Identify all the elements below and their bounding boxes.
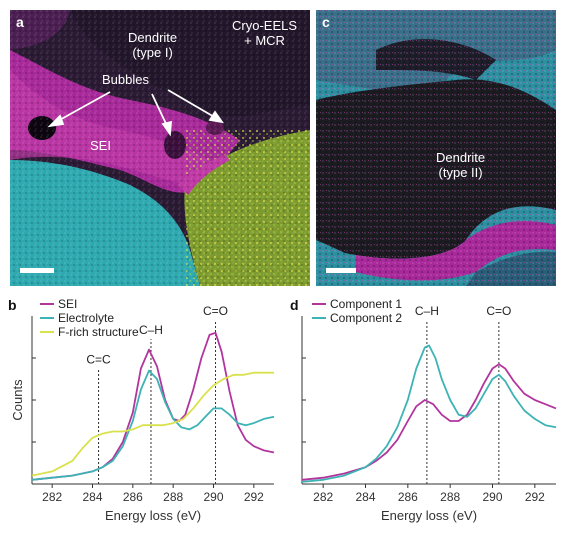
x-tick-label: 288 [163, 490, 183, 504]
bubbles-label: Bubbles [102, 72, 149, 87]
panel-b-chart: b 282 284 286 288 290 292 Energy loss (eV) Count… [0, 292, 282, 532]
panel-c-title: Dendrite (type II) [436, 150, 486, 180]
peak-marker-label: C=O [486, 304, 511, 318]
x-tick-label: 286 [398, 490, 418, 504]
bubble-arrows [47, 89, 224, 137]
panel-a-method: Cryo-EELS + MCR [232, 18, 298, 48]
scale-bar [326, 268, 356, 273]
peak-marker-label: C=C [86, 353, 111, 367]
series-line-sei [31, 331, 275, 481]
x-tick-label: 290 [482, 490, 502, 504]
legend-label: F-rich structure [58, 325, 139, 339]
x-tick-label: 288 [440, 490, 460, 504]
peak-marker-label: C–H [139, 323, 163, 337]
legend-label: SEI [58, 297, 77, 311]
legend-label: Component 1 [330, 297, 402, 311]
x-tick-label: 282 [42, 490, 62, 504]
legend-label: Electrolyte [58, 311, 114, 325]
x-tick-label: 290 [203, 490, 223, 504]
panel-d-svg: d 282 284 286 288 290 292 Energy loss (eV) C–H C=… [290, 297, 557, 523]
peak-marker-label: C=O [203, 304, 228, 318]
panel-a-map [10, 10, 310, 286]
legend-label: Component 2 [330, 311, 402, 325]
x-axis-label: Energy loss (eV) [381, 508, 477, 523]
x-tick-label: 284 [82, 490, 102, 504]
panel-a-image: a Dendrite (type I) Cryo-EELS + MCR Bubb… [10, 10, 310, 286]
panel-d-letter: d [290, 297, 299, 313]
x-tick-label: 282 [313, 490, 333, 504]
series-line-electrolyte [31, 369, 275, 481]
x-tick-label: 286 [123, 490, 143, 504]
panel-b-letter: b [8, 297, 17, 313]
x-axis-label: Energy loss (eV) [105, 508, 201, 523]
panel-b-svg: b 282 284 286 288 290 292 Energy loss (eV) Count… [8, 297, 275, 523]
scale-bar [20, 268, 54, 273]
series-line-component-1 [301, 363, 557, 481]
y-axis-label: Counts [10, 379, 25, 421]
panel-a-title: Dendrite (type I) [128, 30, 178, 60]
x-tick-label: 284 [355, 490, 375, 504]
sei-label: SEI [90, 138, 111, 153]
x-tick-label: 292 [244, 490, 264, 504]
x-tick-label: 292 [525, 490, 545, 504]
panel-c-map [316, 10, 556, 286]
series-line-f-rich-structure [31, 371, 274, 477]
peak-marker-label: C–H [415, 304, 439, 318]
panel-d-chart: d 282 284 286 288 290 292 Energy loss (eV) C–H C=… [282, 292, 564, 532]
panel-c-letter: c [322, 14, 330, 30]
series-line-component-2 [301, 344, 557, 483]
panel-a-letter: a [16, 14, 24, 30]
panel-c-image: c Dendrite (type II) [316, 10, 556, 286]
